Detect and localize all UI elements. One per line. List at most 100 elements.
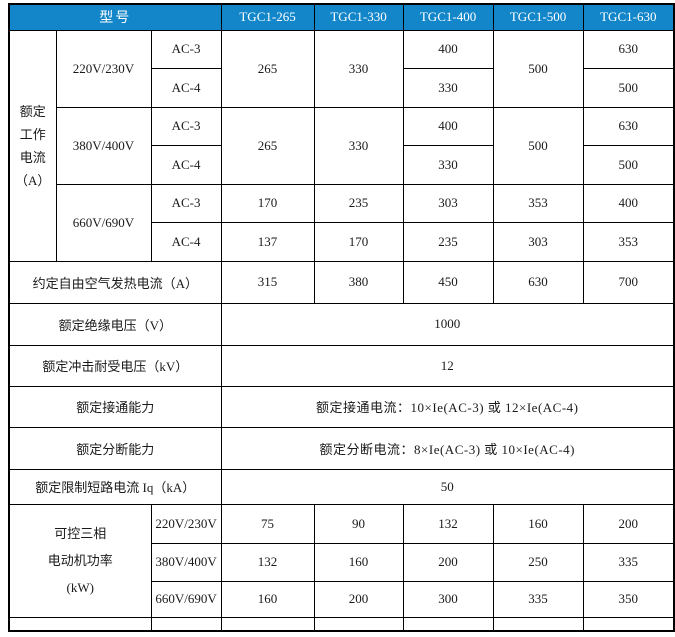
making-capacity-value: 额定接通电流：10×Ie(AC-3) 或 12×Ie(AC-4) — [220, 385, 675, 428]
value-cell: 250 — [492, 542, 584, 582]
empty-cell — [220, 616, 315, 632]
value-cell: 353 — [492, 183, 584, 223]
value-cell: 235 — [313, 183, 404, 223]
value-cell: 235 — [402, 221, 494, 262]
value-cell: 630 — [582, 29, 675, 69]
value-cell: 400 — [402, 106, 494, 146]
value-cell: 400 — [582, 183, 675, 223]
value-cell: 335 — [582, 542, 675, 582]
value-cell: 137 — [220, 221, 315, 262]
impulse-voltage-label: 额定冲击耐受电压（kV） — [8, 344, 222, 387]
value-cell: 380 — [313, 260, 404, 304]
value-cell: 450 — [402, 260, 494, 304]
breaking-capacity-value: 额定分断电流：8×Ie(AC-3) 或 10×Ie(AC-4) — [220, 426, 675, 470]
value-cell: 350 — [582, 580, 675, 618]
thermal-current-label: 约定自由空气发热电流（A） — [8, 260, 222, 304]
rated-current-label-line: 额定 — [19, 103, 46, 119]
value-cell: 330 — [402, 144, 494, 185]
table-row: 380V/400V 132 160 200 250 335 — [9, 542, 675, 582]
column-header-tgc1-330: TGC1-330 — [313, 3, 404, 31]
motor-power-label-line: 电动机功率 — [47, 553, 113, 568]
table-row: 660V/690V 160 200 300 335 350 — [9, 580, 675, 618]
value-cell: 132 — [402, 503, 494, 544]
empty-cell — [582, 616, 675, 632]
making-capacity-label: 额定接通能力 — [8, 385, 222, 428]
value-cell: 90 — [313, 503, 404, 544]
insulation-voltage-value: 1000 — [220, 302, 675, 346]
insulation-voltage-label: 额定绝缘电压（V） — [8, 302, 222, 346]
value-cell: 170 — [220, 183, 315, 223]
value-cell: 353 — [582, 221, 675, 262]
value-cell: 315 — [220, 260, 315, 304]
value-cell: 75 — [220, 503, 315, 544]
motor-power-label-line: (kW) — [66, 580, 94, 595]
value-cell: 500 — [582, 67, 675, 108]
value-cell: 330 — [313, 29, 404, 108]
rated-current-label: 额定 工作 电流 （A） — [8, 29, 57, 262]
voltage-cell: 660V/690V — [150, 580, 222, 618]
voltage-cell: 380V/400V — [150, 542, 222, 582]
value-cell: 330 — [402, 67, 494, 108]
header-row: 型号 TGC1-265 TGC1-330 TGC1-400 TGC1-500 T… — [8, 3, 675, 31]
ac-class-cell: AC-4 — [150, 67, 222, 108]
rated-current-label-line: 电流 — [19, 149, 46, 165]
ac-class-cell: AC-3 — [150, 106, 222, 146]
ac-class-cell: AC-3 — [150, 29, 222, 69]
value-cell: 500 — [492, 106, 584, 185]
model-header-cell: 型号 — [8, 3, 222, 31]
rated-current-label-line: 工作 — [19, 126, 46, 142]
column-header-tgc1-400: TGC1-400 — [402, 3, 494, 31]
short-circuit-current-value: 50 — [220, 468, 675, 505]
value-cell: 630 — [582, 106, 675, 146]
empty-cell — [150, 616, 222, 632]
column-header-tgc1-500: TGC1-500 — [492, 3, 584, 31]
table-row-partial — [8, 616, 675, 632]
ac-class-cell: AC-3 — [150, 183, 222, 223]
rated-current-label-line: （A） — [15, 172, 51, 188]
value-cell: 200 — [582, 503, 675, 544]
value-cell: 265 — [220, 29, 315, 108]
voltage-cell: 660V/690V — [55, 183, 152, 262]
value-cell: 170 — [313, 221, 404, 262]
motor-power-label: 可控三相 电动机功率 (kW) — [8, 503, 152, 618]
table-row: 额定 工作 电流 （A） 220V/230V AC-3 265 330 400 … — [8, 29, 675, 262]
value-cell: 300 — [402, 580, 494, 618]
voltage-cell: 220V/230V — [55, 29, 152, 108]
table-row: 660V/690V AC-3 170 235 303 353 400 — [9, 183, 675, 262]
value-cell: 132 — [220, 542, 315, 582]
table-row: 380V/400V AC-3 265 330 400 500 630 — [9, 106, 675, 185]
short-circuit-current-label: 额定限制短路电流 Iq（kA） — [8, 468, 222, 505]
motor-power-label-line: 可控三相 — [54, 526, 107, 541]
column-header-tgc1-265: TGC1-265 — [220, 3, 315, 31]
table-row: 可控三相 电动机功率 (kW) 220V/230V 75 90 132 160 … — [8, 503, 675, 618]
value-cell: 200 — [402, 542, 494, 582]
empty-cell — [8, 616, 152, 632]
value-cell: 303 — [402, 183, 494, 223]
value-cell: 160 — [313, 542, 404, 582]
spec-table: 型号 TGC1-265 TGC1-330 TGC1-400 TGC1-500 T… — [8, 3, 675, 632]
value-cell: 335 — [492, 580, 584, 618]
value-cell: 265 — [220, 106, 315, 185]
column-header-tgc1-630: TGC1-630 — [582, 3, 675, 31]
value-cell: 400 — [402, 29, 494, 69]
value-cell: 500 — [582, 144, 675, 185]
value-cell: 303 — [492, 221, 584, 262]
empty-cell — [402, 616, 494, 632]
value-cell: 160 — [492, 503, 584, 544]
table-row: AC-4 330 500 — [9, 67, 675, 108]
empty-cell — [492, 616, 584, 632]
value-cell: 330 — [313, 106, 404, 185]
impulse-voltage-value: 12 — [220, 344, 675, 387]
value-cell: 200 — [313, 580, 404, 618]
voltage-cell: 220V/230V — [150, 503, 222, 544]
table-row: 额定接通能力 额定接通电流：10×Ie(AC-3) 或 12×Ie(AC-4) — [8, 385, 675, 428]
voltage-cell: 380V/400V — [55, 106, 152, 185]
value-cell: 500 — [492, 29, 584, 108]
table-row: 额定绝缘电压（V） 1000 — [8, 302, 675, 346]
breaking-capacity-label: 额定分断能力 — [8, 426, 222, 470]
table-row: 约定自由空气发热电流（A） 315 380 450 630 700 — [8, 260, 675, 304]
value-cell: 700 — [582, 260, 675, 304]
table-row: 额定冲击耐受电压（kV） 12 — [8, 344, 675, 387]
table-row: AC-4 137 170 235 303 353 — [9, 221, 675, 262]
value-cell: 160 — [220, 580, 315, 618]
